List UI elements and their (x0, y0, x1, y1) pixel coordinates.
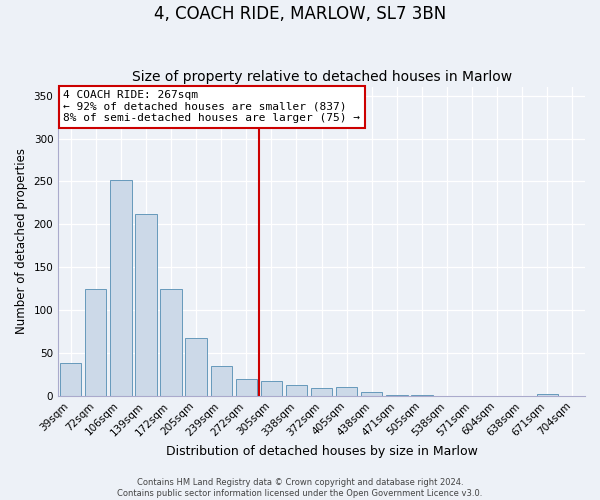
Bar (236, 378, 257, 396)
Bar (85, 290, 106, 396)
Bar (60, 363, 82, 396)
Bar (211, 366, 232, 396)
Bar (311, 388, 332, 396)
Bar (386, 395, 407, 396)
Text: 4 COACH RIDE: 267sqm
← 92% of detached houses are smaller (837)
8% of semi-detac: 4 COACH RIDE: 267sqm ← 92% of detached h… (64, 90, 361, 124)
Bar (160, 290, 182, 396)
Bar (136, 214, 157, 396)
Bar (537, 394, 558, 396)
Text: 4, COACH RIDE, MARLOW, SL7 3BN: 4, COACH RIDE, MARLOW, SL7 3BN (154, 5, 446, 23)
Bar (286, 384, 307, 396)
X-axis label: Distribution of detached houses by size in Marlow: Distribution of detached houses by size … (166, 444, 478, 458)
Bar (185, 338, 207, 396)
Y-axis label: Number of detached properties: Number of detached properties (15, 148, 28, 334)
Title: Size of property relative to detached houses in Marlow: Size of property relative to detached ho… (131, 70, 512, 85)
Bar (361, 392, 382, 396)
Bar (110, 180, 131, 396)
Bar (336, 388, 358, 396)
Text: Contains HM Land Registry data © Crown copyright and database right 2024.
Contai: Contains HM Land Registry data © Crown c… (118, 478, 482, 498)
Bar (411, 395, 433, 396)
Bar (261, 382, 282, 396)
